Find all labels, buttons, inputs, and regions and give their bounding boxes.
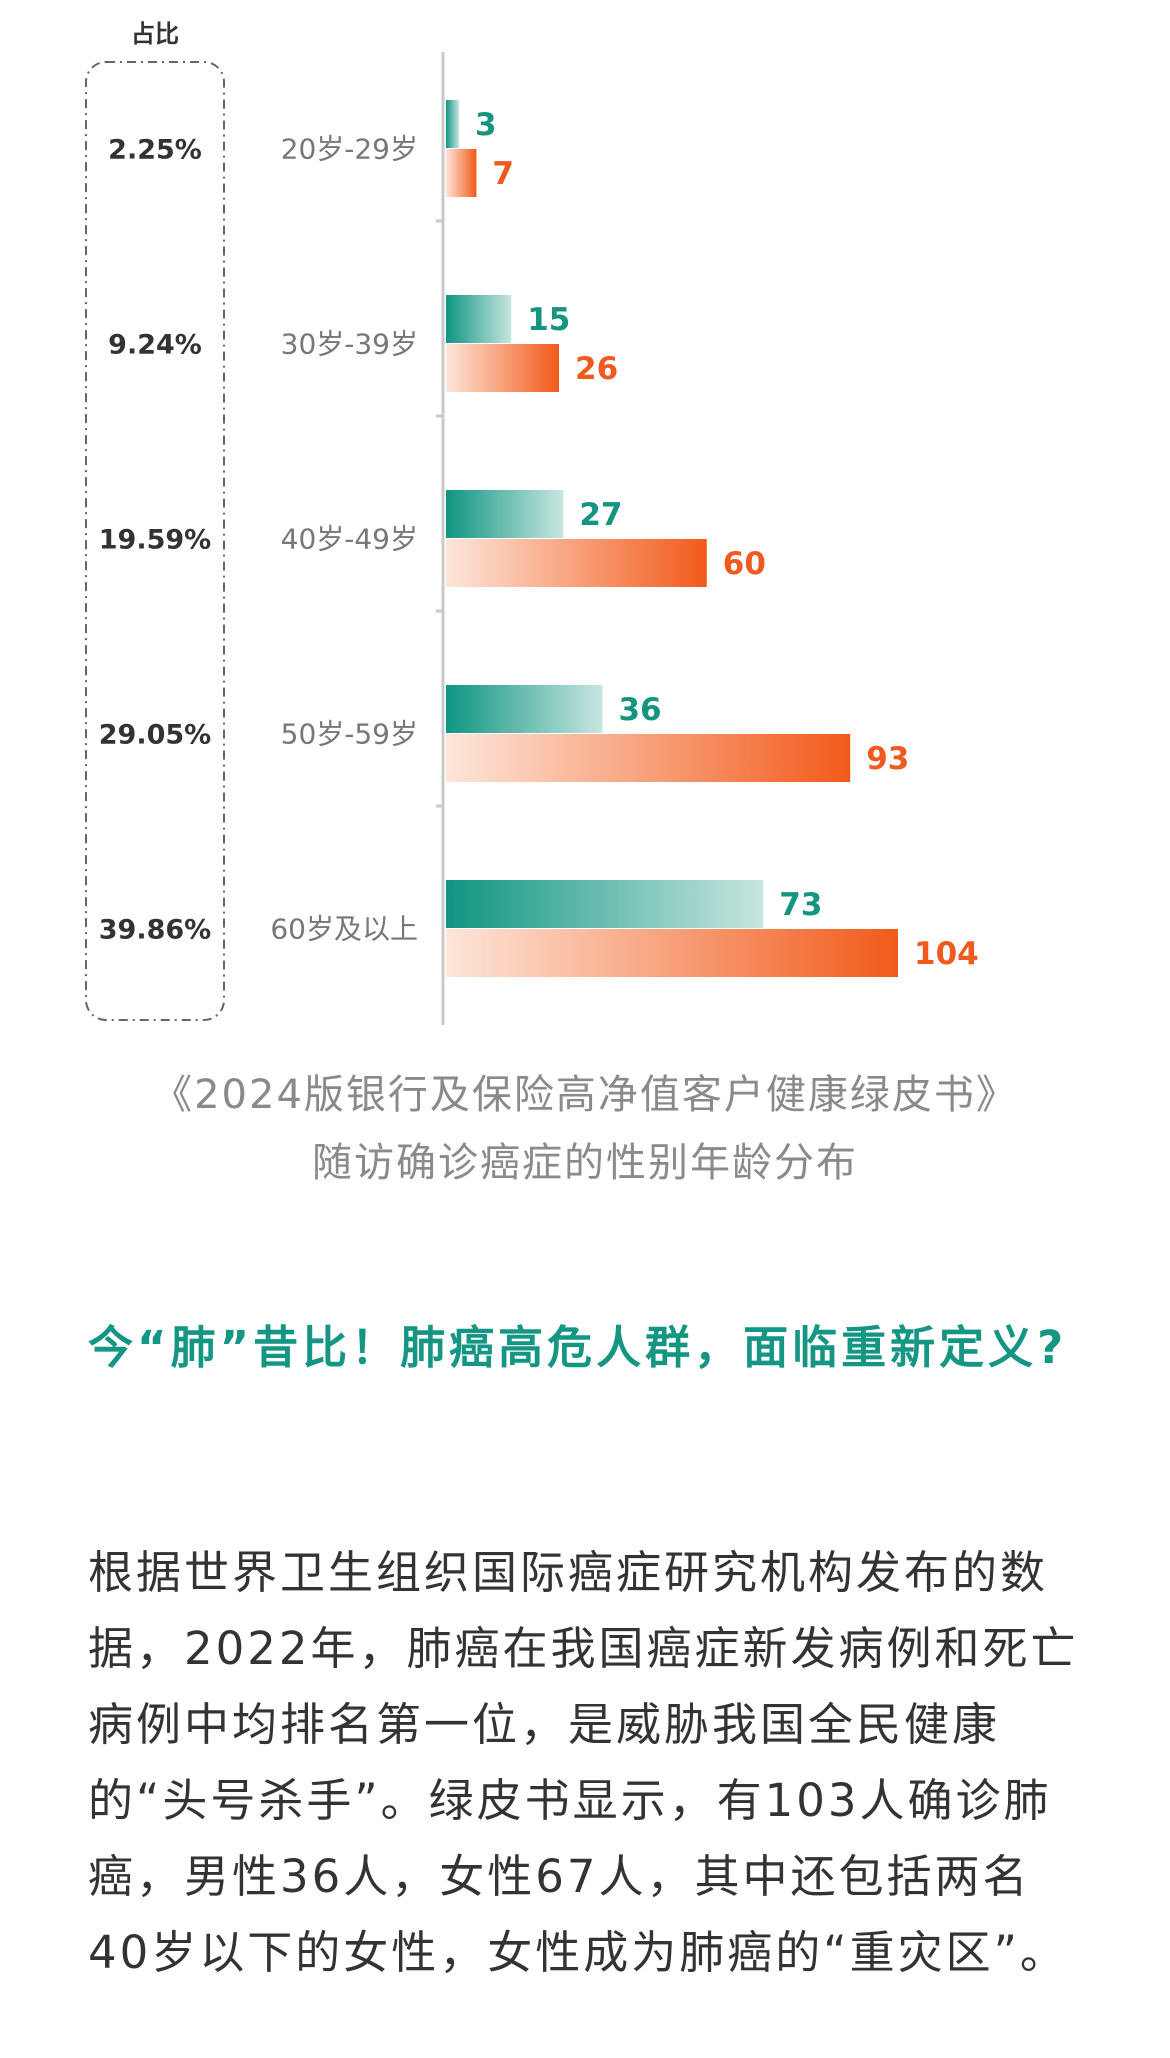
data-label-series-2: 104 (914, 936, 979, 972)
bar-series-1 (446, 490, 564, 538)
bar-series-1 (446, 880, 764, 928)
category-label: 30岁-39岁 (281, 328, 418, 361)
data-label-series-2: 60 (723, 546, 766, 582)
data-label-series-1: 15 (527, 302, 570, 338)
data-label-series-1: 27 (579, 497, 622, 533)
bar-series-2 (446, 929, 898, 977)
share-column-header: 占比 (131, 20, 179, 48)
article-paragraph: 根据世界卫生组织国际癌症研究机构发布的数据，2022年，肺癌在我国癌症新发病例和… (88, 1546, 1079, 1979)
data-label-series-2: 93 (866, 741, 909, 777)
share-label: 29.05% (99, 720, 211, 751)
data-label-series-1: 73 (779, 887, 822, 923)
bar-series-1 (446, 295, 512, 343)
share-label: 9.24% (108, 330, 202, 361)
category-label: 40岁-49岁 (281, 523, 418, 556)
bar-series-1 (446, 100, 460, 148)
bar-series-2 (446, 734, 851, 782)
share-label: 39.86% (99, 915, 211, 946)
category-label: 20岁-29岁 (281, 133, 418, 166)
category-label: 60岁及以上 (270, 913, 418, 946)
bar-series-2 (446, 539, 707, 587)
section-heading: 今“肺”昔比！肺癌高危人群，面临重新定义? (88, 1321, 1068, 1374)
chart-caption-title: 随访确诊癌症的性别年龄分布 (312, 1140, 858, 1186)
share-column-frame (85, 61, 225, 1021)
share-label: 2.25% (108, 135, 202, 166)
share-label: 19.59% (99, 525, 211, 556)
bar-series-2 (446, 149, 477, 197)
chart-caption-source: 《2024版银行及保险高净值客户健康绿皮书》 (152, 1072, 1018, 1118)
category-label: 50岁-59岁 (281, 718, 418, 751)
bar-series-2 (446, 344, 559, 392)
data-label-series-2: 26 (575, 351, 618, 387)
data-label-series-1: 36 (618, 692, 661, 728)
data-label-series-1: 3 (475, 107, 497, 143)
data-label-series-2: 7 (492, 156, 514, 192)
bar-series-1 (446, 685, 603, 733)
